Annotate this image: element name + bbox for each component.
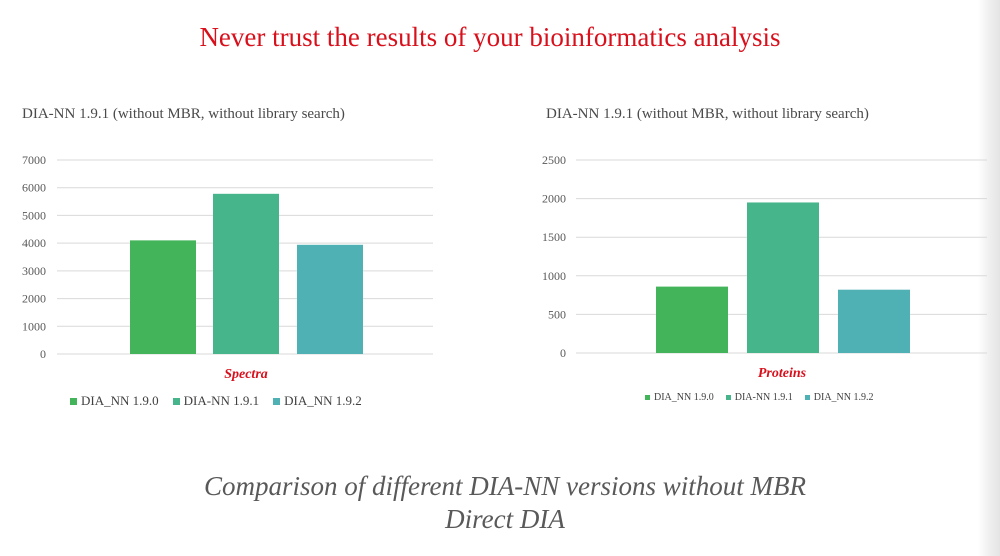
bar xyxy=(656,286,728,353)
y-tick-label: 4000 xyxy=(22,236,46,250)
y-tick-label: 2000 xyxy=(22,292,46,306)
y-tick-label: 0 xyxy=(560,346,566,360)
legend-item: DIA_NN 1.9.0 xyxy=(645,392,714,403)
y-tick-label: 1000 xyxy=(542,269,566,283)
y-tick-label: 0 xyxy=(40,347,46,361)
y-tick-label: 3000 xyxy=(22,264,46,278)
legend-label: DIA_NN 1.9.2 xyxy=(284,393,362,408)
legend-label: DIA-NN 1.9.1 xyxy=(734,392,793,403)
legend-label: DIA-NN 1.9.1 xyxy=(183,393,260,408)
legend-item: DIA-NN 1.9.1 xyxy=(172,393,260,409)
y-tick-label: 6000 xyxy=(22,181,46,195)
legend-swatch xyxy=(172,397,180,405)
legend-item: DIA_NN 1.9.2 xyxy=(273,393,362,409)
bar xyxy=(130,240,196,354)
legend-item: DIA_NN 1.9.0 xyxy=(70,393,159,409)
bar xyxy=(213,193,279,354)
legend-label: DIA_NN 1.9.2 xyxy=(813,392,874,403)
legend-label: DIA_NN 1.9.0 xyxy=(654,392,714,403)
y-tick-label: 7000 xyxy=(22,153,46,167)
legend-item: DIA-NN 1.9.1 xyxy=(725,392,793,403)
y-tick-label: 1500 xyxy=(542,230,566,244)
page-edge-decoration xyxy=(978,0,1000,556)
legend-swatch xyxy=(70,397,77,405)
legend-label: DIA_NN 1.9.0 xyxy=(81,393,159,408)
bar xyxy=(297,244,363,354)
y-tick-label: 5000 xyxy=(22,208,46,222)
bar xyxy=(747,202,819,353)
y-tick-label: 1000 xyxy=(22,319,46,333)
legend-swatch xyxy=(804,395,810,400)
caption-line-1: Comparison of different DIA-NN versions … xyxy=(204,471,806,501)
caption-line-2: Direct DIA xyxy=(445,504,565,534)
y-tick-label: 2000 xyxy=(542,192,566,206)
legend-swatch xyxy=(725,395,731,400)
legend-right: DIA_NN 1.9.0 DIA-NN 1.9.1 DIA_NN 1.9.2 xyxy=(645,392,873,403)
category-label: Spectra xyxy=(224,367,268,382)
legend-swatch xyxy=(273,397,281,405)
chart-title-right: DIA-NN 1.9.1 (without MBR, without libra… xyxy=(546,106,869,122)
y-tick-label: 2500 xyxy=(542,153,566,167)
legend-item: DIA_NN 1.9.2 xyxy=(804,392,874,403)
slide-title: Never trust the results of your bioinfor… xyxy=(199,22,781,52)
y-tick-label: 500 xyxy=(548,307,566,321)
chart-title-left: DIA-NN 1.9.1 (without MBR, without libra… xyxy=(22,106,345,122)
legend-left: DIA_NN 1.9.0 DIA-NN 1.9.1 DIA_NN 1.9.2 xyxy=(70,393,362,409)
category-label: Proteins xyxy=(758,366,807,381)
legend-swatch xyxy=(645,395,650,400)
bar xyxy=(838,289,910,353)
